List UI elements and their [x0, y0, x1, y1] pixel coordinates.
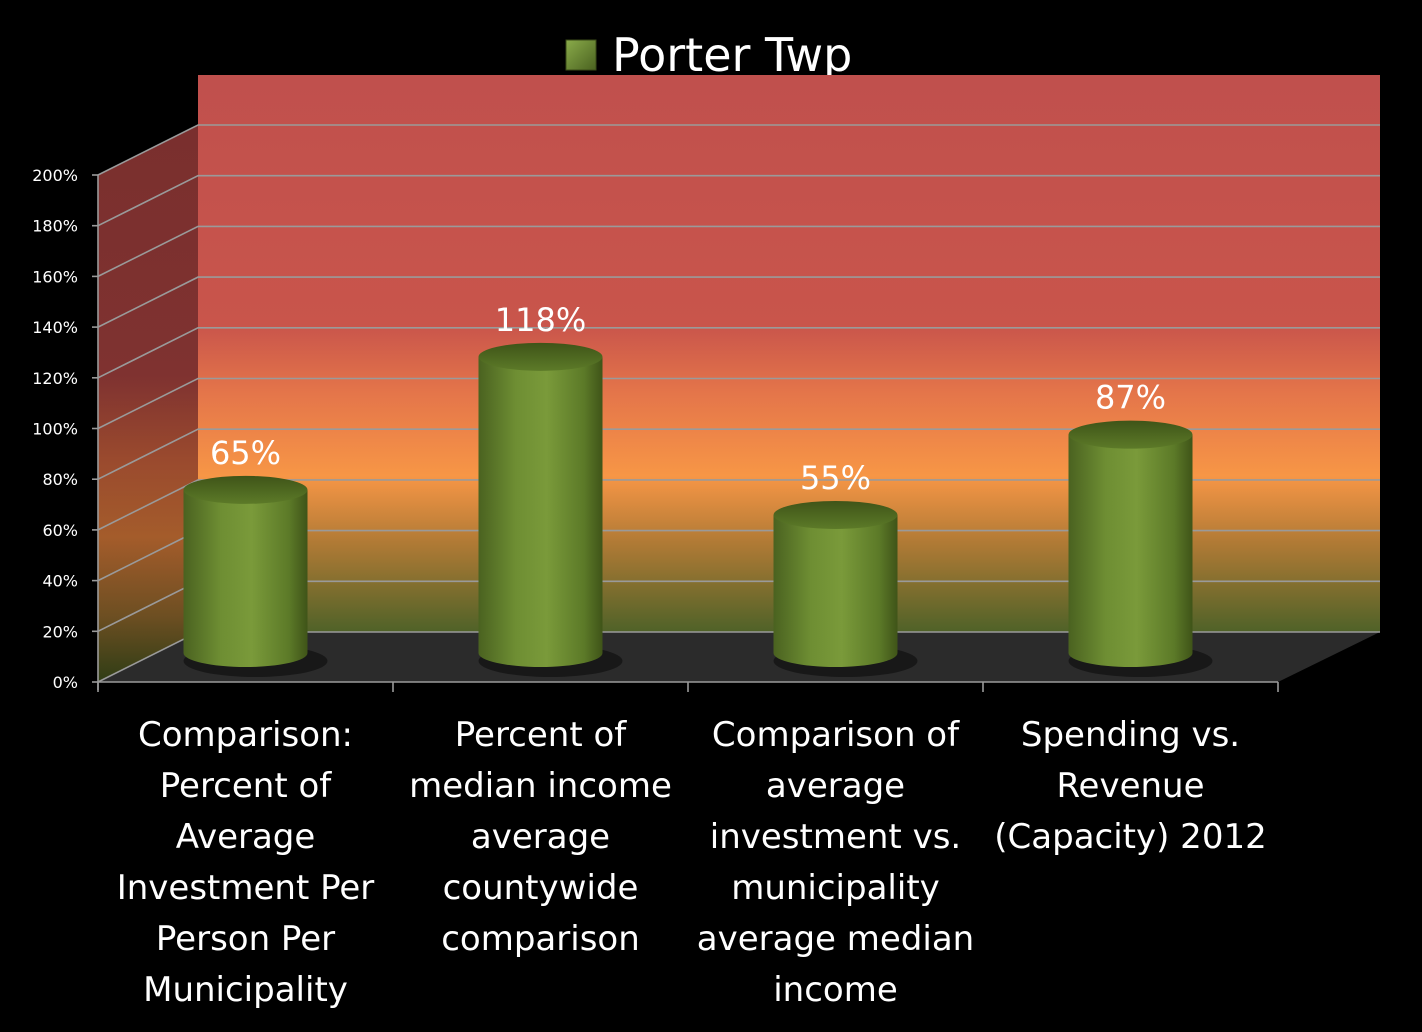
bar-body [478, 356, 603, 668]
x-tick-label-line: Municipality [143, 970, 348, 1010]
x-tick-label-line: Revenue [1056, 766, 1205, 806]
y-tick-label: 100% [32, 420, 78, 439]
bar [478, 342, 623, 677]
y-tick-label: 200% [32, 166, 78, 185]
gridline [97, 174, 1380, 227]
x-tick-label-line: municipality [731, 868, 940, 908]
x-tick-label-line: countywide [442, 868, 639, 908]
x-tick-label-line: average [470, 817, 611, 857]
x-tick-label-line: Person Per [155, 919, 336, 959]
y-tick-label: 60% [42, 521, 78, 540]
y-axis: 0% 20% 40% 60% 80% 100% 120% 140% 160% 180% 200% [32, 166, 1279, 692]
bar-top [1068, 420, 1193, 449]
x-tick-label: Comparison: Percent of Average Investment P… [101, 710, 391, 1016]
y-tick-label: 20% [42, 622, 78, 641]
bar [183, 475, 328, 677]
y-tick-label: 160% [32, 267, 78, 286]
x-tick-label-line: Percent of [454, 715, 627, 755]
gridline [97, 428, 1380, 480]
x-tick-label-line: Percent of [159, 766, 332, 806]
x-tick-label-line: Comparison of [711, 715, 960, 755]
x-tick-label: Percent of median income average countywide… [396, 710, 686, 965]
bar-top [478, 342, 603, 371]
x-tick-label-line: investment vs. [709, 817, 962, 857]
y-tick-label: 0% [53, 673, 78, 692]
floor [98, 632, 1380, 682]
bar-body [1068, 434, 1193, 668]
bar [1068, 420, 1213, 677]
x-tick-label: Comparison of average investment vs. munici… [691, 710, 981, 1016]
data-label: 65% [210, 434, 281, 472]
x-tick-label-line: Investment Per [116, 868, 375, 908]
x-tick-label-line: median income [409, 766, 672, 806]
bar-body [773, 514, 898, 668]
legend-swatch [565, 39, 597, 71]
data-label: 118% [495, 301, 586, 339]
bars [183, 342, 1213, 677]
x-tick-label-line: comparison [441, 919, 640, 959]
x-tick-label-line: (Capacity) 2012 [994, 817, 1267, 857]
x-tick-label-line: average [765, 766, 906, 806]
x-tick-label-line: average median [696, 919, 975, 959]
x-tick-label-line: Spending vs. [1020, 715, 1241, 755]
gridline [97, 479, 1380, 531]
data-label: 87% [1095, 379, 1166, 417]
y-tick-label: 40% [42, 572, 78, 591]
gridline [97, 326, 1380, 379]
y-tick-label: 80% [42, 470, 78, 489]
x-tick-label-line: income [773, 970, 898, 1010]
bar-body [183, 489, 308, 668]
x-tick-label: Spending vs. Revenue (Capacity) 2012 [986, 710, 1276, 863]
gridline [97, 377, 1380, 430]
x-tick-label-line: Average [175, 817, 316, 857]
x-tick-label-line: Comparison: [137, 715, 354, 755]
gridline [97, 225, 1380, 278]
y-tick-label: 140% [32, 318, 78, 337]
y-tick-label: 120% [32, 369, 78, 388]
y-tick-label: 180% [32, 217, 78, 236]
gridlines [97, 124, 1380, 683]
bar-top [773, 500, 898, 529]
data-labels: 65% 118% 55% 87% [210, 301, 1166, 497]
bar-top [183, 475, 308, 504]
gridline [97, 276, 1380, 328]
legend-label: Porter Twp [612, 28, 852, 82]
gridline [97, 124, 1380, 176]
data-label: 55% [800, 459, 871, 497]
bar [773, 500, 918, 677]
